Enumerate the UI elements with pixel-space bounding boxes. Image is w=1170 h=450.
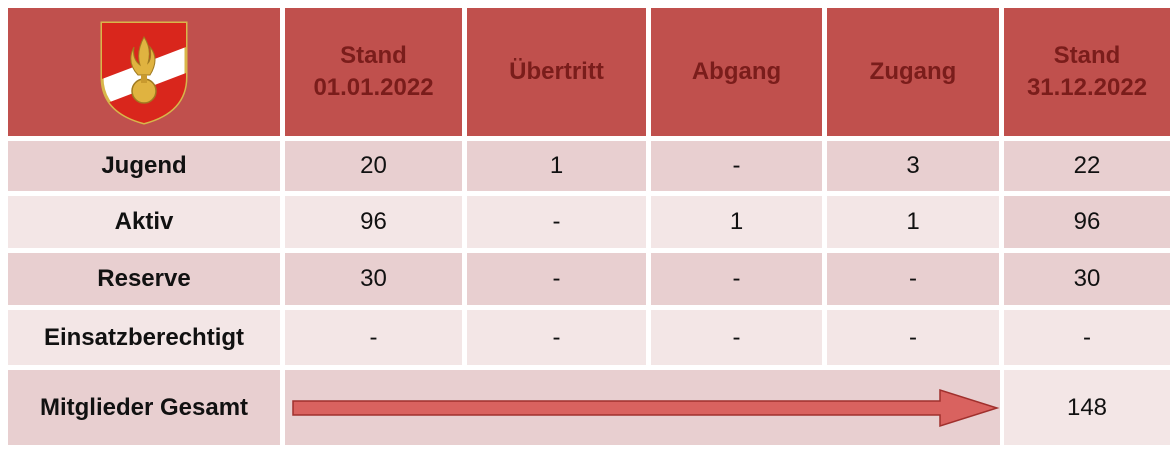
header-text: Abgang <box>691 57 782 85</box>
header-text: Übertritt <box>509 57 604 85</box>
header-cell: Stand 31.12.2022 <box>1004 8 1170 136</box>
value-cell: 1 <box>467 141 646 191</box>
total-value: 148 <box>1004 370 1170 445</box>
header-text: Stand <box>340 41 407 69</box>
value-cell: 30 <box>285 253 462 305</box>
logo-cell <box>8 8 280 136</box>
value-cell: - <box>467 196 646 248</box>
header-cell: Übertritt <box>467 8 646 136</box>
header-text: 01.01.2022 <box>313 74 434 101</box>
value-cell: - <box>467 310 646 365</box>
value-cell: - <box>1004 310 1170 365</box>
value-cell: 3 <box>827 141 999 191</box>
value-cell: 96 <box>1004 196 1170 248</box>
header-text: 31.12.2022 <box>1026 74 1148 101</box>
value-cell: 22 <box>1004 141 1170 191</box>
arrow-cell <box>285 370 1000 445</box>
arrow <box>292 388 1000 428</box>
logo <box>100 21 188 125</box>
value-cell: - <box>651 141 822 191</box>
value-cell: 20 <box>285 141 462 191</box>
header-cell: Zugang <box>827 8 999 136</box>
value-cell: - <box>651 253 822 305</box>
row-label: Aktiv <box>8 196 280 248</box>
value-cell: 96 <box>285 196 462 248</box>
value-cell: 1 <box>651 196 822 248</box>
value-cell: - <box>827 310 999 365</box>
value-cell: - <box>467 253 646 305</box>
header-cell: Abgang <box>651 8 822 136</box>
header-text: Stand <box>1053 41 1121 69</box>
value-cell: - <box>651 310 822 365</box>
value-cell: - <box>827 253 999 305</box>
header-cell: Stand 01.01.2022 <box>285 8 462 136</box>
value-cell: - <box>285 310 462 365</box>
total-label: Mitglieder Gesamt <box>8 370 280 445</box>
value-cell: 1 <box>827 196 999 248</box>
row-label: Reserve <box>8 253 280 305</box>
header-text: Zugang <box>869 57 957 85</box>
row-label: Einsatzberechtigt <box>8 310 280 365</box>
value-cell: 30 <box>1004 253 1170 305</box>
row-label: Jugend <box>8 141 280 191</box>
